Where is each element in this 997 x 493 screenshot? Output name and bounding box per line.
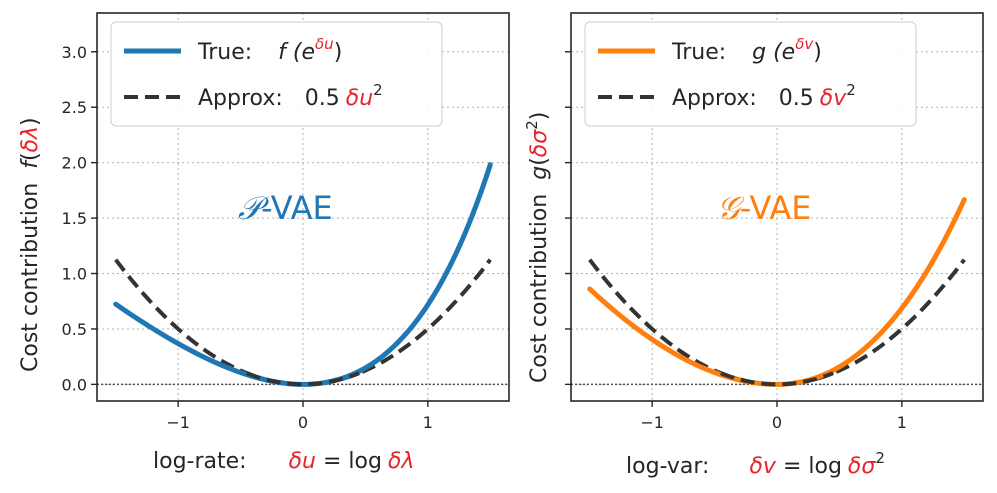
ylabel-right-open: ( xyxy=(527,157,552,166)
ylabel-right-close: ) xyxy=(527,112,552,121)
ylabel-right: Cost contribution g(δσ2) xyxy=(523,112,552,383)
legend-left-true: True: f (eδu) xyxy=(197,35,342,65)
legend-right-true-fn: g (e xyxy=(752,40,795,65)
legend-left-box xyxy=(110,21,443,127)
ylabel-left-fn: f xyxy=(18,158,43,169)
legend-left-approx-sup: 2 xyxy=(373,81,383,99)
xlabel-left-var: δu xyxy=(289,449,316,474)
xlabel-left-eq: = log xyxy=(316,449,382,474)
ytick-label: 1.5 xyxy=(62,209,87,228)
ylabel-right-main: Cost contribution xyxy=(527,194,552,383)
legend-right-box xyxy=(584,21,917,127)
ylabel-right-arg: δσ xyxy=(527,129,552,157)
panel-left: −1 0 1 0.0 0.5 1.0 1.5 2.0 2.5 3.0 Cost contribut… xyxy=(18,12,510,474)
legend-right: True: g (eδv) Approx: 0.5 δv2 xyxy=(584,21,917,127)
legend-left-true-fn: f (e xyxy=(278,40,315,65)
ytick-label: 0.5 xyxy=(62,320,87,339)
ylabel-right-fn: g xyxy=(527,166,552,180)
legend-left-true-sup: δu xyxy=(315,35,334,53)
legend-left-approx-label: Approx: xyxy=(198,86,283,111)
xtick-label: 1 xyxy=(897,413,907,432)
ylabel-right-arg-sup: 2 xyxy=(523,120,541,130)
xlabel-right-prefix: log-var: xyxy=(626,454,709,479)
ylabel-left-arg: δλ xyxy=(18,126,43,152)
ticks-left: −1 0 1 0.0 0.5 1.0 1.5 2.0 2.5 3.0 xyxy=(62,43,433,432)
xlabel-left-prefix: log-rate: xyxy=(153,449,247,474)
legend-right-true-sup: δv xyxy=(795,35,814,53)
xlabel-right-arg: δσ xyxy=(848,454,876,479)
series-approx-overlay xyxy=(720,371,834,387)
ylabel-left-close: ) xyxy=(18,117,43,126)
annotation-pvae-text: -VAE xyxy=(261,189,333,227)
ytick-label: 0.0 xyxy=(62,375,87,394)
series-left xyxy=(113,162,493,387)
annotation-pvae: 𝒫-VAE xyxy=(238,189,333,227)
series-right xyxy=(587,197,967,387)
ylabel-left-main: Cost contribution xyxy=(18,183,43,372)
legend-left: True: f (eδu) Approx: 0.5 δu2 xyxy=(110,21,443,127)
xlabel-right-arg-sup: 2 xyxy=(875,449,885,467)
legend-right-approx-coef: 0.5 xyxy=(779,86,814,111)
legend-left-approx: Approx: 0.5 δu2 xyxy=(198,81,383,111)
xtick-label: 1 xyxy=(423,413,433,432)
panel-right: −1 0 1 Cost contributiong(δσ2) log-var: δv … xyxy=(523,12,984,479)
ytick-label: 3.0 xyxy=(62,43,87,62)
annotation-gvae-text: -VAE xyxy=(740,189,812,227)
ylabel-left: Cost contribution f(δλ) xyxy=(18,117,43,372)
xlabel-right-var: δv xyxy=(749,454,776,479)
xlabel-right-eq: = log xyxy=(776,454,842,479)
xtick-label: 0 xyxy=(772,413,782,432)
legend-left-true-close: ) xyxy=(334,40,343,65)
series-approx-overlay xyxy=(246,371,360,387)
xtick-label: 0 xyxy=(298,413,308,432)
xlabel-left-arg: δλ xyxy=(388,449,414,474)
ytick-label: 1.0 xyxy=(62,265,87,284)
ytick-label: 2.5 xyxy=(62,98,87,117)
legend-right-approx: Approx: 0.5 δv2 xyxy=(672,81,856,111)
ylabel-left-open: ( xyxy=(18,152,43,161)
legend-right-approx-var: δv xyxy=(820,86,847,111)
legend-right-true-close: ) xyxy=(813,40,822,65)
ytick-label: 2.0 xyxy=(62,154,87,173)
legend-right-true-label: True: xyxy=(671,40,726,65)
series-true-line xyxy=(113,162,493,387)
legend-left-approx-coef: 0.5 xyxy=(305,86,340,111)
legend-left-true-label: True: xyxy=(197,40,252,65)
legend-right-approx-sup: 2 xyxy=(846,81,856,99)
xtick-label: −1 xyxy=(166,413,190,432)
xlabel-right: log-var: δv = log δσ2 xyxy=(626,449,885,479)
xtick-label: −1 xyxy=(640,413,664,432)
legend-right-approx-label: Approx: xyxy=(672,86,757,111)
ticks-right: −1 0 1 xyxy=(565,51,907,432)
legend-right-true: True: g (eδv) xyxy=(671,35,822,65)
annotation-gvae: 𝒢-VAE xyxy=(717,189,811,227)
xlabel-left: log-rate: δu = log δλ xyxy=(153,449,414,474)
series-true-line xyxy=(587,197,967,387)
legend-left-approx-var: δu xyxy=(346,86,373,111)
